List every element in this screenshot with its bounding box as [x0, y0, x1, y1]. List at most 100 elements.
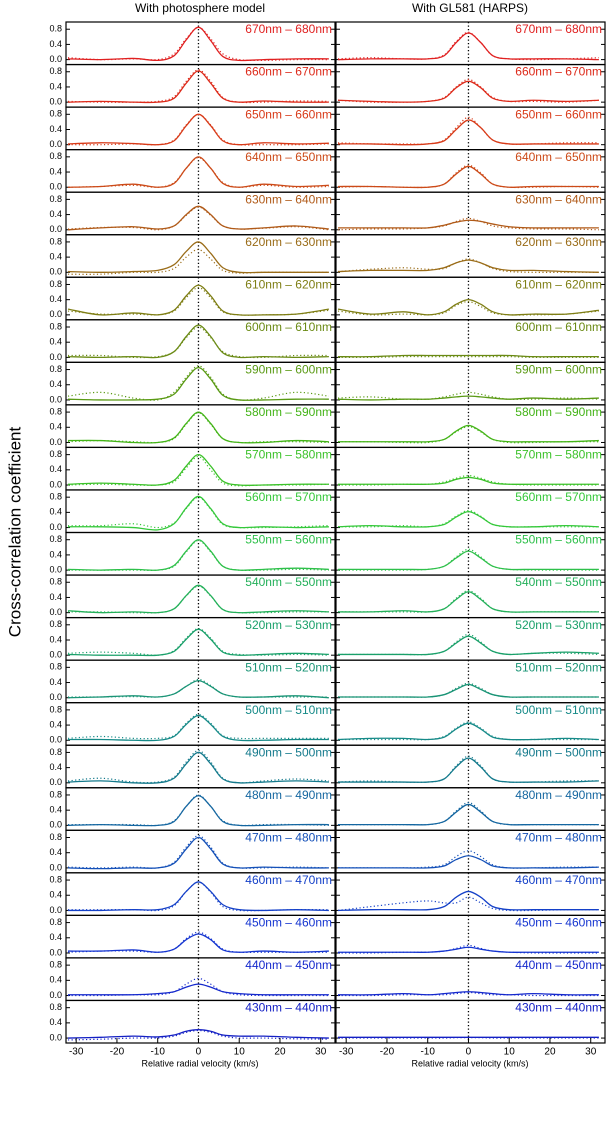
y-tick-label: 0.0 — [49, 139, 62, 149]
band-label: 470nm – 480nm — [515, 830, 602, 844]
band-label: 560nm – 570nm — [515, 490, 602, 504]
y-tick-label: 0.0 — [49, 394, 62, 404]
x-tick-label: -20 — [380, 1047, 395, 1058]
dotted-curve — [68, 835, 329, 869]
dotted-curve — [338, 164, 599, 189]
solid-curve — [68, 241, 329, 274]
x-axis-label: Relative radial velocity (km/s) — [141, 1058, 258, 1068]
y-tick-label: 0.8 — [49, 789, 62, 799]
dotted-curve — [68, 713, 329, 740]
solid-curve — [68, 205, 329, 231]
solid-curve — [68, 1029, 329, 1039]
band-label: 600nm – 610nm — [515, 320, 602, 334]
band-label: 590nm – 600nm — [245, 363, 332, 377]
y-tick-label: 0.0 — [49, 990, 62, 1000]
solid-curve — [68, 539, 329, 571]
band-label: 430nm – 440nm — [515, 1001, 602, 1015]
y-tick-label: 0.8 — [49, 194, 62, 204]
y-tick-label: 0.4 — [49, 209, 62, 219]
y-tick-label: 0.0 — [49, 650, 62, 660]
y-tick-label: 0.8 — [49, 619, 62, 629]
y-tick-label: 0.4 — [49, 762, 62, 772]
band-label: 450nm – 460nm — [515, 916, 602, 930]
x-tick-label: -10 — [150, 1047, 165, 1058]
band-label: 640nm – 650nm — [245, 150, 332, 164]
y-tick-label: 0.4 — [49, 464, 62, 474]
solid-curve — [338, 32, 599, 61]
band-label: 540nm – 550nm — [245, 575, 332, 589]
dotted-curve — [67, 749, 329, 784]
y-tick-label: 0.0 — [49, 309, 62, 319]
x-tick-label: -30 — [339, 1047, 354, 1058]
band-label: 630nm – 640nm — [515, 192, 602, 206]
dotted-curve — [68, 496, 329, 529]
y-tick-label: 0.8 — [49, 960, 62, 970]
y-tick-label: 0.4 — [49, 847, 62, 857]
y-tick-label: 0.4 — [49, 507, 62, 517]
dotted-curve — [68, 931, 329, 954]
dotted-curve — [68, 794, 329, 827]
band-label: 630nm – 640nm — [245, 192, 332, 206]
band-label: 500nm – 510nm — [245, 703, 332, 717]
solid-curve — [338, 635, 599, 656]
y-tick-label: 0.8 — [49, 747, 62, 757]
dotted-curve — [68, 206, 329, 231]
dotted-curve — [337, 258, 599, 273]
solid-curve — [338, 476, 599, 485]
band-label: 510nm – 520nm — [515, 660, 602, 674]
y-tick-label: 0.4 — [49, 294, 62, 304]
band-label: 440nm – 450nm — [515, 958, 602, 972]
band-label: 520nm – 530nm — [515, 618, 602, 632]
solid-curve — [338, 219, 599, 229]
solid-curve — [338, 591, 599, 613]
solid-curve — [68, 795, 329, 827]
y-tick-label: 0.0 — [49, 1032, 62, 1042]
band-label: 490nm – 500nm — [515, 745, 602, 759]
solid-curve — [338, 757, 599, 783]
solid-curve — [68, 411, 329, 444]
y-tick-label: 0.0 — [49, 437, 62, 447]
y-tick-label: 0.8 — [49, 279, 62, 289]
y-tick-label: 0.0 — [49, 97, 62, 107]
y-tick-label: 0.8 — [49, 917, 62, 927]
dotted-curve — [68, 326, 329, 359]
band-label: 650nm – 660nm — [245, 107, 332, 121]
y-tick-label: 0.8 — [49, 492, 62, 502]
solid-curve — [338, 550, 599, 571]
y-tick-label: 0.4 — [49, 39, 62, 49]
band-label: 560nm – 570nm — [245, 490, 332, 504]
solid-curve — [338, 354, 599, 358]
band-label: 640nm – 650nm — [515, 150, 602, 164]
band-label: 500nm – 510nm — [515, 703, 602, 717]
band-label: 590nm – 600nm — [515, 363, 602, 377]
band-label: 550nm – 560nm — [245, 533, 332, 547]
dotted-curve — [338, 548, 599, 571]
dotted-curve — [67, 365, 329, 401]
solid-curve — [68, 679, 329, 699]
y-tick-label: 0.8 — [49, 534, 62, 544]
solid-curve — [68, 628, 329, 657]
y-tick-label: 0.0 — [49, 947, 62, 957]
solid-curve — [338, 683, 599, 698]
solid-curve — [338, 80, 599, 103]
x-tick-label: 20 — [274, 1047, 286, 1058]
solid-curve — [68, 113, 329, 146]
dotted-curve — [338, 991, 599, 997]
y-tick-label: 0.0 — [49, 777, 62, 787]
dotted-curve — [68, 678, 329, 698]
band-label: 610nm – 620nm — [515, 277, 602, 291]
solid-curve — [338, 946, 599, 953]
solid-curve — [68, 751, 329, 784]
y-tick-label: 0.8 — [49, 704, 62, 714]
band-label: 470nm – 480nm — [245, 830, 332, 844]
x-tick-label: 10 — [504, 1047, 516, 1058]
band-label: 550nm – 560nm — [515, 533, 602, 547]
y-tick-label: 0.8 — [49, 449, 62, 459]
solid-curve — [68, 324, 329, 359]
band-label: 670nm – 680nm — [245, 22, 332, 36]
y-tick-label: 0.4 — [49, 719, 62, 729]
dotted-curve — [338, 425, 599, 444]
y-tick-label: 0.8 — [49, 577, 62, 587]
dotted-curve — [68, 412, 329, 444]
y-tick-label: 0.8 — [49, 321, 62, 331]
